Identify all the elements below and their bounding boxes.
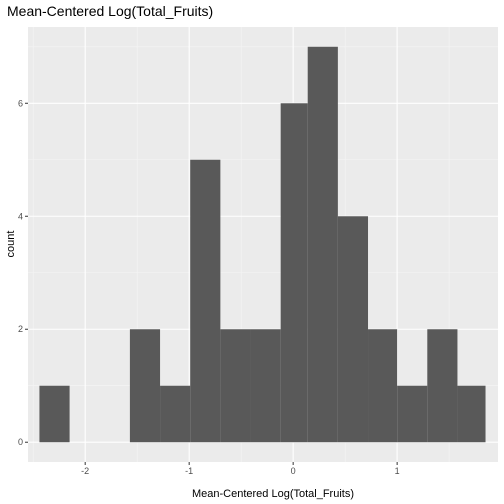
y-tick-label: 0: [18, 437, 23, 447]
histogram-bar: [190, 159, 221, 443]
y-axis-title: count: [5, 231, 17, 258]
x-tick-label: 0: [291, 466, 296, 476]
axis-ticks: [25, 102, 398, 465]
y-tick-label: 2: [18, 324, 23, 334]
histogram-bar: [220, 329, 251, 443]
x-axis-tick-labels: -2 -1 0 1: [81, 466, 399, 476]
histogram-bar: [337, 216, 369, 443]
y-axis-tick-labels: 0 2 4 6: [18, 98, 23, 447]
y-tick-label: 4: [18, 211, 23, 221]
histogram-bar: [250, 329, 281, 443]
chart-title: Mean-Centered Log(Total_Fruits): [7, 3, 214, 19]
y-tick-label: 6: [18, 98, 23, 108]
x-tick-label: -2: [81, 466, 89, 476]
histogram-bar: [39, 385, 70, 443]
histogram-bar: [427, 329, 458, 443]
histogram-bars: [39, 46, 486, 443]
histogram-bar: [307, 46, 338, 443]
histogram-bar: [280, 103, 308, 443]
x-tick-label: 1: [395, 466, 400, 476]
x-axis-title: Mean-Centered Log(Total_Fruits): [192, 488, 354, 500]
histogram-bar: [160, 385, 191, 443]
histogram-bar: [129, 329, 161, 443]
histogram-bar: [368, 329, 398, 443]
histogram-bar: [397, 385, 428, 443]
x-tick-label: -1: [185, 466, 193, 476]
histogram-bar: [457, 385, 486, 443]
